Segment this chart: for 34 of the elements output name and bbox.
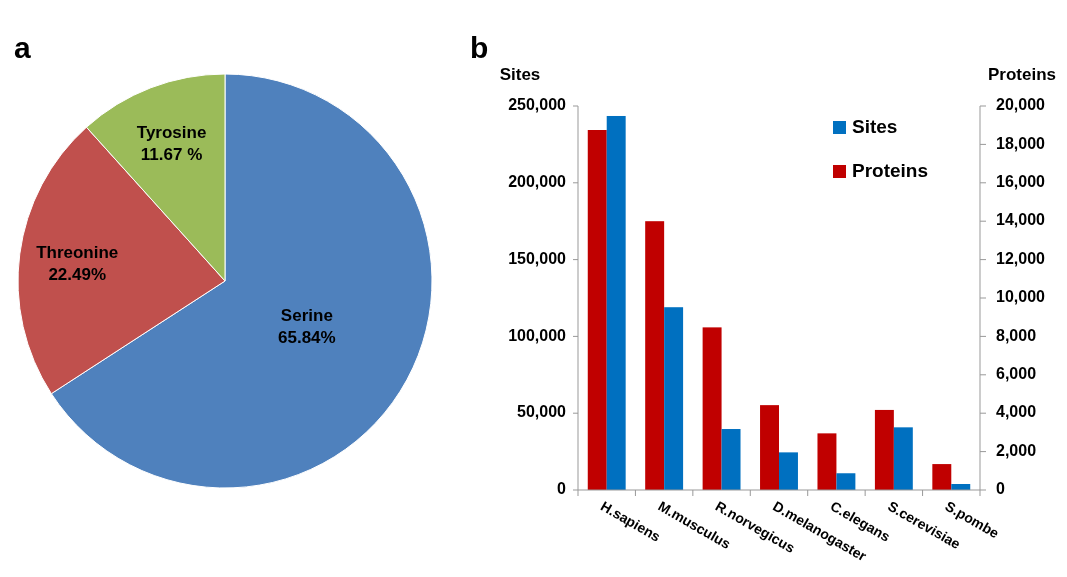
chart-title: a	[14, 31, 31, 64]
y-tick-label: 150,000	[508, 249, 567, 267]
data-label: 22.49%	[48, 264, 107, 284]
y2-tick-label: 12,000	[996, 249, 1046, 267]
y2-tick-label: 18,000	[996, 134, 1046, 152]
y-tick-label: 250,000	[508, 96, 567, 114]
y2-tick-label: 16,000	[996, 173, 1046, 191]
y2-tick-label: 14,000	[996, 211, 1046, 229]
y2-tick-label: 2,000	[996, 441, 1037, 459]
y2-tick-label: 8,000	[996, 326, 1037, 344]
bar	[932, 464, 952, 490]
y-tick-label: 0	[557, 480, 567, 498]
y-tick-label: 50,000	[517, 403, 567, 421]
slice-label: Serine	[280, 306, 333, 326]
bar	[760, 405, 779, 490]
y2-tick-label: 20,000	[996, 96, 1046, 114]
y-tick-label: 100,000	[508, 326, 567, 344]
data-label: 11.67 %	[140, 144, 203, 164]
chart-title: b	[470, 31, 489, 64]
bar	[702, 327, 722, 490]
bar	[817, 433, 837, 490]
y2-axis-title: Proteins	[987, 65, 1057, 84]
data-label: 65.84%	[278, 328, 336, 348]
bar	[836, 473, 856, 490]
y-tick-label: 200,000	[508, 173, 567, 191]
y2-tick-label: 4,000	[996, 403, 1037, 421]
slice-label: Threonine	[36, 242, 119, 262]
y2-tick-label: 10,000	[996, 288, 1046, 306]
y-axis-title: Sites	[499, 65, 541, 84]
y2-tick-label: 6,000	[996, 365, 1037, 383]
legend-label: Proteins	[852, 160, 929, 182]
y2-tick-label: 0	[996, 480, 1005, 498]
slice-label: Tyrosine	[136, 122, 207, 142]
legend-label: Sites	[852, 116, 898, 138]
